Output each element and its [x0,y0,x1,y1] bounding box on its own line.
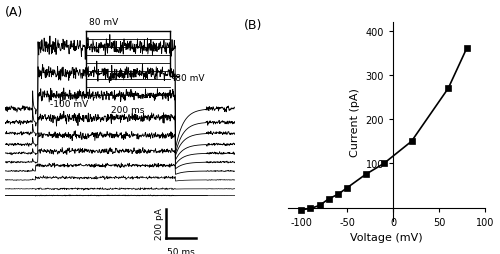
Y-axis label: Current (pA): Current (pA) [350,88,360,156]
Text: 50 ms: 50 ms [167,247,195,254]
X-axis label: Voltage (mV): Voltage (mV) [350,232,422,242]
Text: 200 pA: 200 pA [154,208,164,239]
Text: -80 mV: -80 mV [172,74,204,83]
Text: -100 mV: -100 mV [50,100,88,108]
Text: (B): (B) [244,19,262,32]
Text: (A): (A) [5,6,23,19]
Text: 200 ms: 200 ms [112,106,144,115]
Text: 80 mV: 80 mV [89,18,118,27]
